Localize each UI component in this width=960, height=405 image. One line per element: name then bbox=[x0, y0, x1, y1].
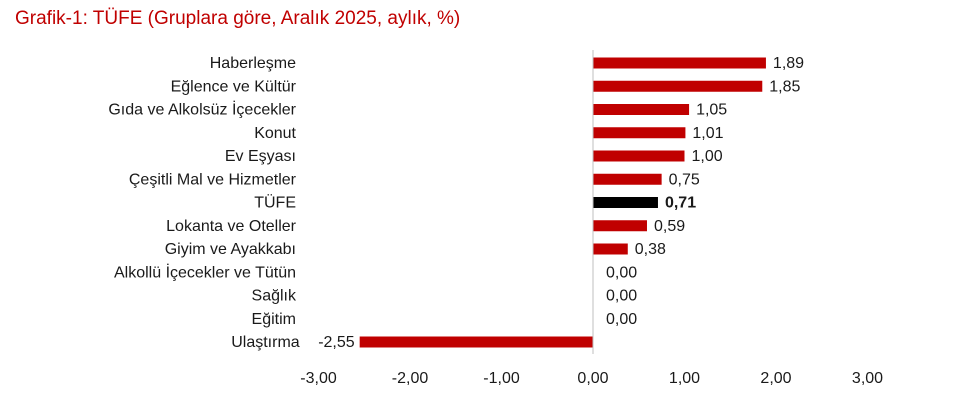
category-label: Eğitim bbox=[252, 311, 296, 328]
value-label: -2,55 bbox=[318, 334, 355, 351]
value-label: 1,05 bbox=[696, 102, 727, 119]
bar bbox=[593, 220, 647, 232]
bar bbox=[593, 243, 628, 255]
chart-title: Grafik-1: TÜFE (Gruplara göre, Aralık 20… bbox=[15, 8, 461, 29]
bar bbox=[359, 336, 593, 348]
x-tick-label: 0,00 bbox=[577, 370, 608, 387]
x-tick-label: -1,00 bbox=[483, 370, 520, 387]
category-label: Çeşitli Mal ve Hizmetler bbox=[129, 171, 297, 188]
x-tick-label: 2,00 bbox=[760, 370, 791, 387]
x-tick-label: 3,00 bbox=[852, 370, 883, 387]
category-label: Ulaştırma bbox=[231, 334, 300, 351]
labels-layer: Haberleşme 1,89 Eğlence ve Kültür 1,85 Gıda … bbox=[108, 55, 804, 351]
value-label: 1,85 bbox=[769, 78, 800, 95]
category-label: Alkollü İçecekler ve Tütün bbox=[114, 262, 296, 281]
value-label: 0,75 bbox=[669, 171, 700, 188]
value-label: 0,71 bbox=[665, 195, 696, 212]
bar bbox=[593, 104, 690, 115]
bar bbox=[593, 173, 662, 185]
x-tick-label: -2,00 bbox=[392, 370, 429, 387]
x-axis-ticks: -3,00 -2,00 -1,00 0,00 1,00 2,00 3,00 bbox=[300, 370, 883, 387]
category-label: Ev Eşyası bbox=[225, 148, 296, 165]
bar bbox=[593, 197, 658, 208]
bar bbox=[593, 150, 685, 162]
value-label: 0,00 bbox=[606, 288, 637, 305]
bars-layer bbox=[359, 57, 766, 348]
bar bbox=[593, 127, 686, 139]
value-label: 1,01 bbox=[692, 125, 723, 142]
bar bbox=[593, 57, 766, 69]
x-tick-label: 1,00 bbox=[669, 370, 700, 387]
category-label: Sağlık bbox=[252, 288, 297, 305]
category-label: Konut bbox=[254, 125, 296, 142]
category-label: Giyim ve Ayakkabı bbox=[165, 241, 296, 258]
value-label: 0,38 bbox=[635, 241, 666, 258]
value-label: 1,00 bbox=[692, 148, 723, 165]
x-tick-label: -3,00 bbox=[300, 370, 337, 387]
value-label: 0,59 bbox=[654, 218, 685, 235]
bar bbox=[593, 80, 763, 92]
category-label: Lokanta ve Oteller bbox=[166, 218, 297, 235]
value-label: 0,00 bbox=[606, 311, 637, 328]
value-label: 1,89 bbox=[773, 55, 804, 72]
category-label: TÜFE bbox=[254, 194, 296, 212]
value-label: 0,00 bbox=[606, 264, 637, 281]
category-label: Haberleşme bbox=[210, 55, 296, 72]
category-label: Eğlence ve Kültür bbox=[171, 78, 297, 95]
category-label: Gıda ve Alkolsüz İçecekler bbox=[108, 100, 296, 119]
